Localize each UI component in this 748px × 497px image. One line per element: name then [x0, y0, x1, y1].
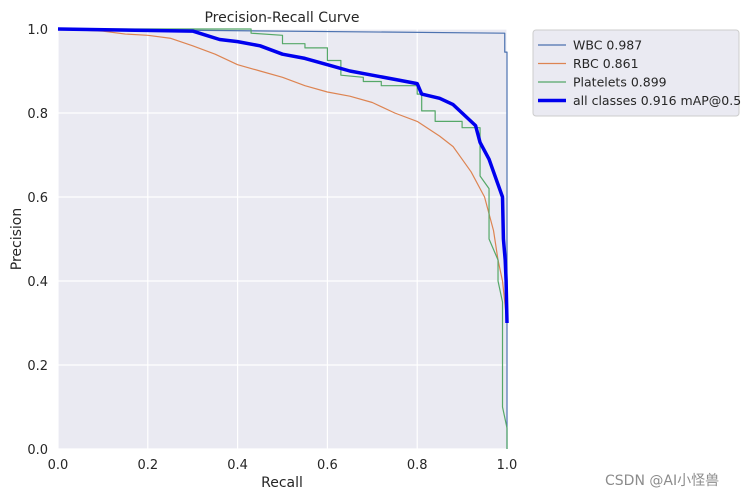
series-lines [57, 27, 509, 449]
y-tick-label: 0.8 [27, 107, 48, 122]
chart-title: Precision-Recall Curve [204, 10, 359, 26]
x-tick-label: 0.8 [407, 458, 428, 473]
y-tick-label: 1.0 [27, 23, 48, 38]
series-line-2 [58, 28, 508, 449]
legend-box [532, 29, 740, 117]
legend-label-0: WBC 0.987 [573, 38, 642, 53]
y-tick-label: 0.4 [27, 275, 48, 290]
legend-label-3: all classes 0.916 mAP@0.5 [573, 93, 741, 108]
legend-label-1: RBC 0.861 [573, 56, 639, 71]
legend: WBC 0.987 RBC 0.861 Platelets 0.899 all cla… [532, 29, 741, 117]
series-line-3 [57, 27, 509, 324]
plot-area [58, 29, 507, 449]
legend-label-2: Platelets 0.899 [573, 75, 667, 90]
y-tick-label: 0.0 [27, 443, 48, 458]
y-axis-label: Precision [9, 208, 25, 270]
x-tick-label: 0.2 [137, 458, 158, 473]
y-tick-label: 0.2 [27, 359, 48, 374]
series-line-0 [57, 28, 508, 449]
x-tick-label: 0.0 [48, 458, 69, 473]
x-tick-labels: 0.0 0.2 0.4 0.6 0.8 1.0 [48, 458, 518, 473]
watermark: CSDN @AI小怪兽 [605, 473, 719, 489]
x-tick-label: 0.4 [227, 458, 248, 473]
x-tick-label: 1.0 [497, 458, 518, 473]
x-tick-label: 0.6 [317, 458, 338, 473]
y-tick-labels: 0.0 0.2 0.4 0.6 0.8 1.0 [27, 23, 48, 458]
series-line-1 [57, 28, 508, 324]
x-axis-label: Recall [261, 475, 303, 491]
y-tick-label: 0.6 [27, 191, 48, 206]
